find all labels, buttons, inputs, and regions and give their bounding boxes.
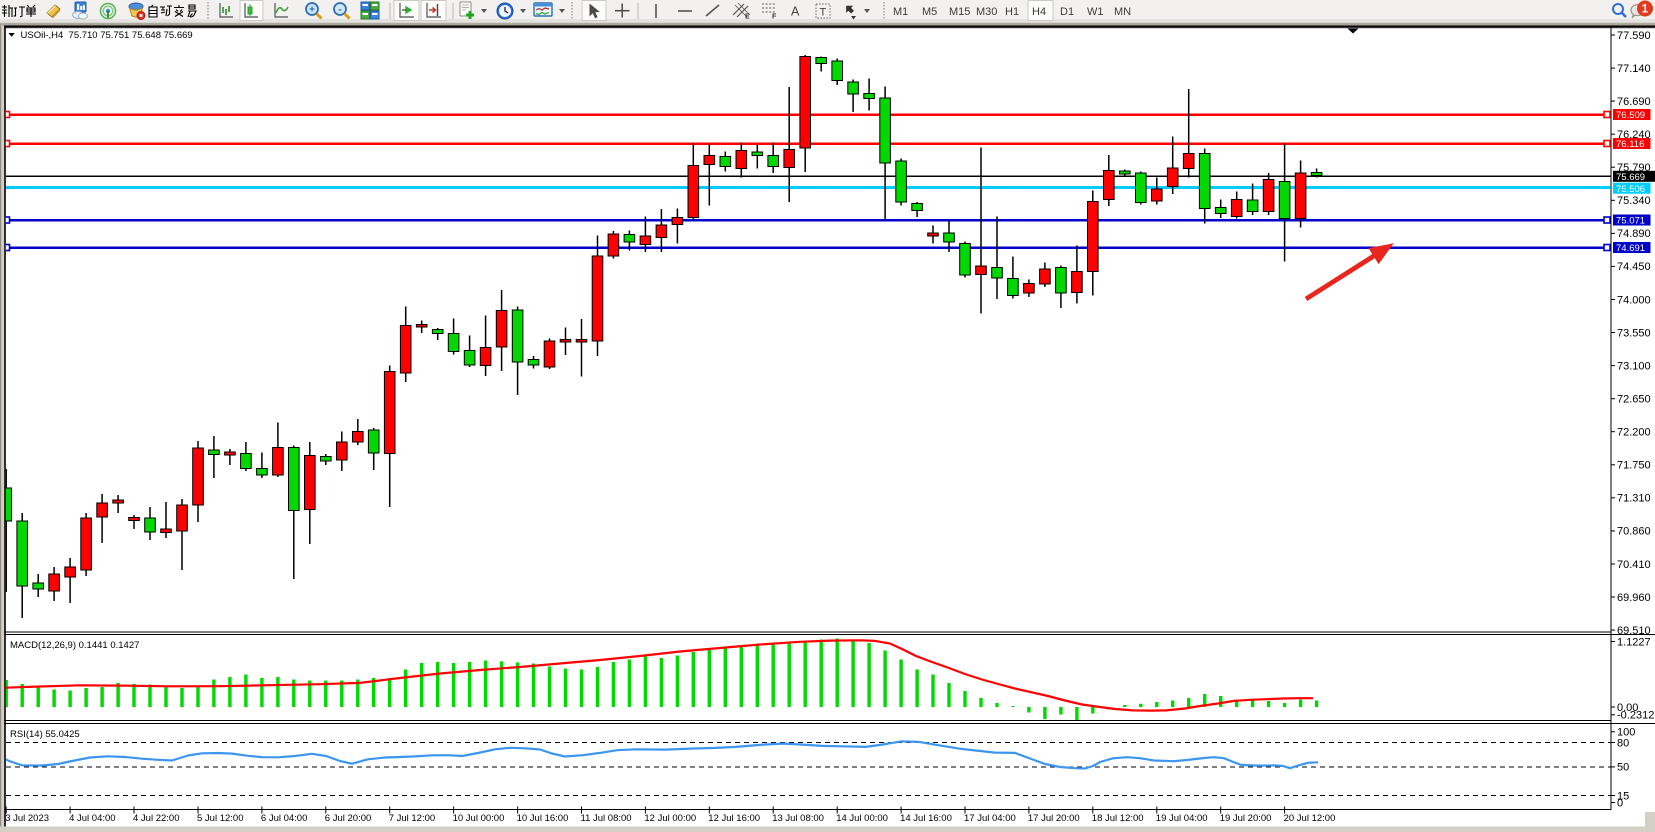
svg-text:1.1227: 1.1227 [1617, 636, 1651, 648]
svg-text:17 Jul 04:00: 17 Jul 04:00 [964, 813, 1016, 824]
svg-text:14 Jul 16:00: 14 Jul 16:00 [900, 813, 952, 824]
svg-text:75.340: 75.340 [1617, 195, 1651, 207]
svg-text:12 Jul 16:00: 12 Jul 16:00 [708, 813, 760, 824]
svg-text:3 Jul 2023: 3 Jul 2023 [5, 813, 49, 824]
svg-text:0.00: 0.00 [1617, 702, 1638, 714]
svg-text:MN: MN [1114, 6, 1131, 18]
svg-text:RSI(14) 55.0425: RSI(14) 55.0425 [10, 729, 80, 740]
svg-text:75.071: 75.071 [1616, 216, 1645, 227]
svg-text:13 Jul 08:00: 13 Jul 08:00 [772, 813, 824, 824]
svg-text:76.509: 76.509 [1616, 110, 1645, 121]
svg-text:15: 15 [1617, 790, 1629, 802]
svg-text:11 Jul 08:00: 11 Jul 08:00 [581, 813, 632, 824]
svg-text:71.750: 71.750 [1617, 460, 1651, 472]
svg-text:10 Jul 00:00: 10 Jul 00:00 [453, 813, 505, 824]
svg-text:73.100: 73.100 [1617, 360, 1651, 372]
svg-text:+: + [309, 5, 315, 16]
svg-text:M15: M15 [949, 6, 970, 18]
svg-text:19 Jul 20:00: 19 Jul 20:00 [1220, 813, 1272, 824]
svg-text:4 Jul 22:00: 4 Jul 22:00 [133, 813, 179, 824]
svg-text:12 Jul 00:00: 12 Jul 00:00 [644, 813, 696, 824]
svg-text:7 Jul 12:00: 7 Jul 12:00 [389, 813, 435, 824]
svg-text:0: 0 [1617, 797, 1623, 809]
svg-text:D1: D1 [1060, 6, 1074, 18]
svg-text:18 Jul 12:00: 18 Jul 12:00 [1092, 813, 1144, 824]
svg-text:6 Jul 20:00: 6 Jul 20:00 [325, 813, 371, 824]
svg-text:100: 100 [1617, 727, 1635, 739]
svg-text:14 Jul 00:00: 14 Jul 00:00 [836, 813, 888, 824]
svg-text:73.550: 73.550 [1617, 327, 1651, 339]
svg-text:72.650: 72.650 [1617, 394, 1651, 406]
svg-text:6 Jul 04:00: 6 Jul 04:00 [261, 813, 307, 824]
svg-text:70.860: 70.860 [1617, 526, 1651, 538]
svg-text:T: T [820, 7, 827, 19]
svg-text:H4: H4 [1032, 6, 1046, 18]
svg-text:75.506: 75.506 [1616, 184, 1645, 195]
svg-text:10 Jul 16:00: 10 Jul 16:00 [517, 813, 569, 824]
svg-text:M5: M5 [922, 6, 937, 18]
svg-text:76.116: 76.116 [1616, 139, 1644, 150]
svg-text:M30: M30 [976, 6, 997, 18]
svg-text:70.410: 70.410 [1617, 559, 1651, 571]
svg-text:72.200: 72.200 [1617, 427, 1651, 439]
svg-text:50: 50 [1617, 762, 1629, 774]
svg-text:5 Jul 12:00: 5 Jul 12:00 [197, 813, 243, 824]
svg-text:-: - [338, 5, 341, 16]
svg-text:20 Jul 12:00: 20 Jul 12:00 [1284, 813, 1336, 824]
svg-text:-0.2312: -0.2312 [1617, 710, 1654, 722]
svg-text:MACD(12,26,9) 0.1441 0.1427: MACD(12,26,9) 0.1441 0.1427 [10, 640, 139, 651]
svg-text:A: A [791, 5, 800, 19]
svg-text:19 Jul 04:00: 19 Jul 04:00 [1156, 813, 1208, 824]
svg-text:F: F [772, 14, 777, 21]
svg-text:75.669: 75.669 [1616, 172, 1645, 183]
svg-text:H1: H1 [1005, 6, 1019, 18]
svg-text:17 Jul 20:00: 17 Jul 20:00 [1028, 813, 1080, 824]
svg-text:77.140: 77.140 [1617, 63, 1651, 75]
svg-text:76.690: 76.690 [1617, 96, 1651, 108]
svg-text:80: 80 [1617, 737, 1629, 749]
svg-text:74.000: 74.000 [1617, 294, 1651, 306]
svg-text:69.510: 69.510 [1617, 625, 1651, 637]
svg-text:4 Jul 04:00: 4 Jul 04:00 [69, 813, 115, 824]
svg-text:74.691: 74.691 [1616, 243, 1645, 254]
svg-text:USOil-,H4 75.710 75.751 75.64: USOil-,H4 75.710 75.751 75.648 75.669 [21, 30, 193, 41]
svg-text:74.890: 74.890 [1617, 228, 1651, 240]
svg-text:W1: W1 [1087, 6, 1104, 18]
svg-text:74.450: 74.450 [1617, 261, 1651, 273]
svg-text:E: E [745, 14, 750, 21]
svg-text:69.960: 69.960 [1617, 592, 1651, 604]
svg-text:1: 1 [1642, 4, 1649, 16]
svg-text:71.310: 71.310 [1617, 493, 1651, 505]
svg-text:77.590: 77.590 [1617, 30, 1651, 42]
svg-text:M1: M1 [893, 6, 908, 18]
